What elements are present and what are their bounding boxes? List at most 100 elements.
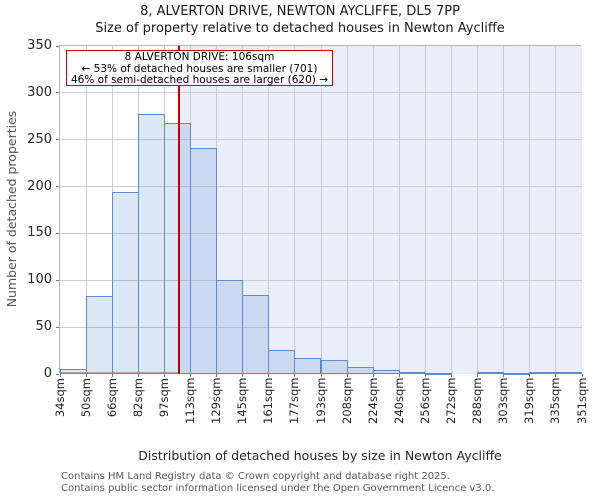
bar [137,114,165,374]
x-axis-tick [424,374,426,377]
x-axis-tick [581,374,583,377]
x-gridline [424,46,426,374]
y-tick-label: 100 [27,272,52,288]
shade-region-larger [179,46,582,374]
bar [424,373,452,376]
x-tick-label: 129sqm [209,377,224,424]
bar [268,349,296,374]
x-tick-label: 50sqm [78,378,93,418]
y-tick-label: 350 [27,38,52,53]
bar [111,192,139,374]
y-tick-label: 50 [35,319,52,335]
y-tick-label: 300 [27,84,52,100]
x-tick-label: 82sqm [130,378,145,418]
x-tick-label: 177sqm [287,377,302,424]
x-axis-tick [555,374,557,377]
y-tick-label: 0 [43,366,52,381]
x-axis-tick [398,374,400,377]
x-tick-label: 288sqm [470,377,485,424]
x-tick-label: 303sqm [496,377,511,424]
footer: Contains HM Land Registry data © Crown c… [61,471,494,494]
bar [59,369,87,374]
plot-area: 8 ALVERTON DRIVE: 106sqm ← 53% of detach… [27,39,588,425]
x-axis-tick [216,374,218,377]
x-tick-label: 161sqm [261,377,276,424]
x-gridline [346,46,348,374]
x-gridline [451,46,452,374]
x-axis-tick [163,374,165,377]
x-gridline [477,46,479,374]
x-tick-label: 97sqm [156,378,171,418]
x-axis-tick [346,374,348,377]
x-tick-label: 351sqm [574,377,589,424]
x-tick-label: 224sqm [365,377,380,424]
x-axis-tick [85,374,87,377]
x-tick-label: 34sqm [52,378,67,418]
bar [346,367,374,374]
x-gridline [555,46,557,374]
annotation-line-larger: 46% of semi-detached houses are larger (… [71,74,328,87]
bar [555,372,583,375]
bar [372,370,400,374]
bar [398,372,426,375]
x-axis-tick [268,374,270,377]
x-gridline [242,46,244,374]
x-axis-tick [529,374,531,377]
x-tick-label: 113sqm [183,377,197,424]
x-tick-label: 145sqm [235,377,250,424]
x-axis-tick [111,374,113,377]
x-gridline [320,46,322,374]
x-tick-label: 208sqm [339,377,354,424]
x-axis-tick [477,374,479,377]
bar [503,373,531,376]
y-axis-tick [56,139,59,141]
x-axis-tick [451,374,452,377]
y-tick-label: 250 [27,131,52,147]
x-tick-label: 66sqm [104,378,119,418]
annotation-line-address: 8 ALVERTON DRIVE: 106sqm [124,51,275,63]
x-tick-label: 319sqm [522,377,537,424]
x-axis-tick [372,374,374,377]
x-tick-label: 335sqm [548,377,563,424]
footer-line-1: Contains HM Land Registry data © Crown c… [61,471,450,482]
annotation-line-smaller: ← 53% of detached houses are smaller (70… [81,62,318,75]
bar [294,358,322,374]
y-tick-label: 200 [27,178,52,194]
x-axis-tick [503,374,505,377]
annotation-box: 8 ALVERTON DRIVE: 106sqm ← 53% of detach… [66,50,333,86]
y-axis-tick [56,232,59,234]
marker-line [178,46,180,374]
bar [242,295,270,374]
x-axis-tick [294,374,296,377]
y-axis-tick [56,186,59,188]
chart-title: 8, ALVERTON DRIVE, NEWTON AYCLIFFE, DL5 … [140,4,460,19]
x-tick-label: 256sqm [417,377,432,424]
x-gridline [398,46,400,374]
x-axis-tick [190,374,191,377]
bar [163,122,191,374]
y-axis-tick [56,279,59,281]
x-gridline [85,46,87,374]
bar [190,148,218,374]
chart-subtitle: Size of property relative to detached ho… [95,21,505,36]
bar [216,280,244,374]
bar [320,359,348,374]
x-gridline [268,46,270,374]
x-axis-tick [137,374,139,377]
x-axis-tick [320,374,322,377]
y-axis-tick [56,92,59,94]
x-gridline [372,46,374,374]
footer-line-2: Contains public sector information licen… [61,482,495,494]
y-axis-tick [56,326,59,328]
x-gridline [503,46,505,374]
bar [529,372,557,375]
x-tick-label: 240sqm [391,377,406,424]
x-gridline [294,46,296,374]
y-axis-tick [56,373,59,375]
x-tick-label: 272sqm [444,377,458,424]
y-axis-title: Number of detached properties [4,110,19,308]
x-tick-label: 193sqm [313,377,328,424]
x-axis-tick [242,374,244,377]
x-gridline [529,46,531,374]
